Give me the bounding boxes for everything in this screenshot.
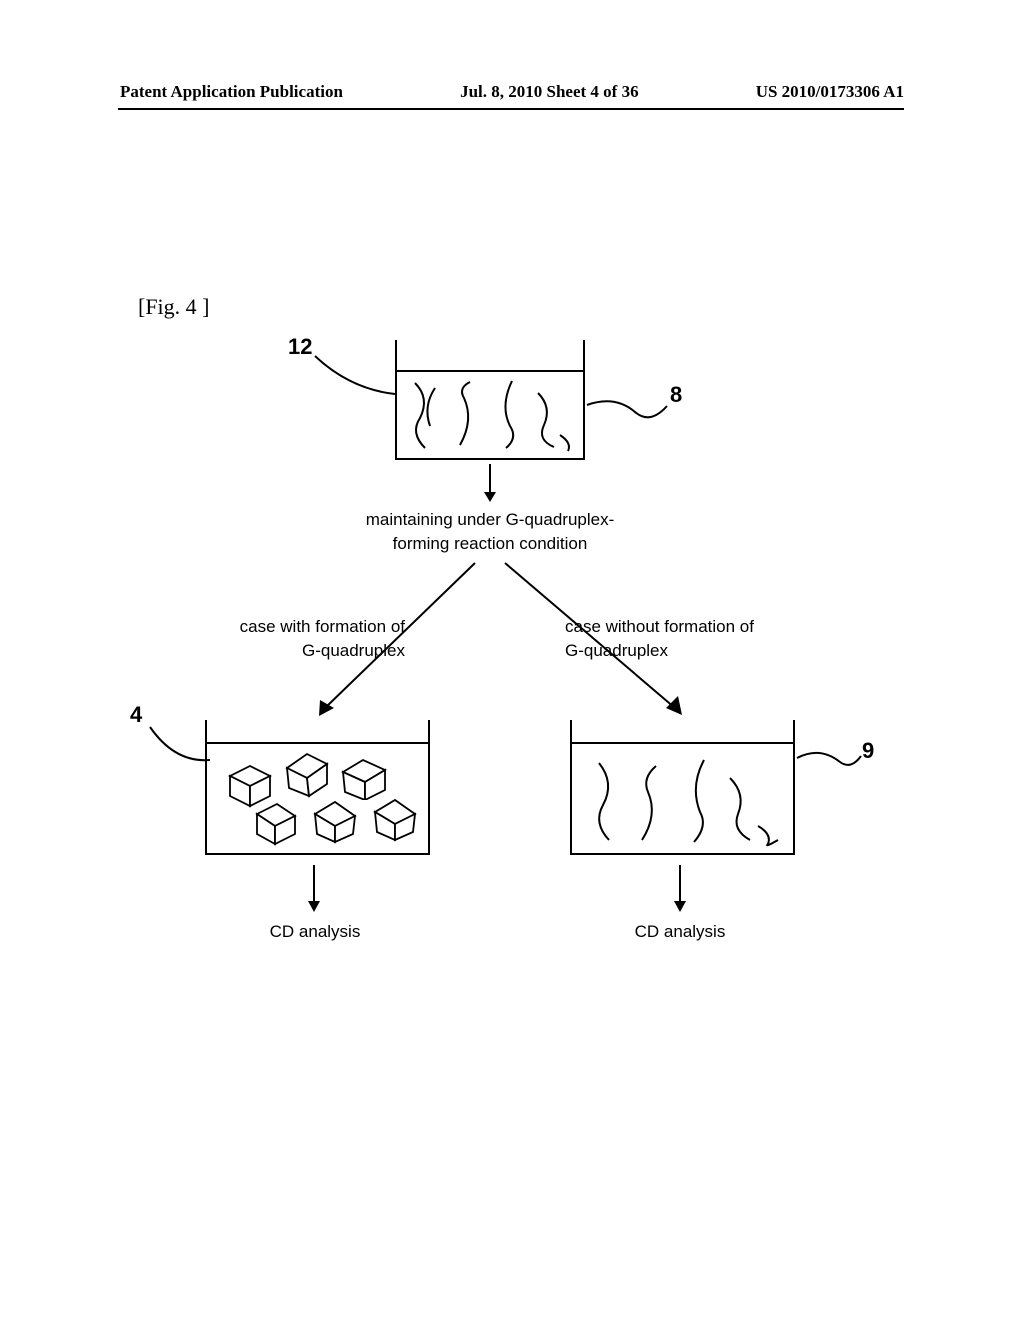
reference-number: 4 (130, 702, 142, 728)
dna-strand-icon (492, 376, 532, 454)
liquid-line (572, 742, 793, 744)
dna-strand-icon (724, 768, 786, 850)
dna-strand-icon (587, 755, 632, 847)
dna-strand-icon (532, 385, 582, 455)
lead-line (795, 748, 865, 778)
header-center: Jul. 8, 2010 Sheet 4 of 36 (460, 82, 639, 102)
beaker-left (205, 720, 430, 855)
lead-line (585, 400, 670, 430)
reference-number: 12 (288, 334, 312, 360)
case-left-text: case with formation of G-quadruplex (195, 615, 405, 663)
quadruplex-cube-icon (277, 748, 332, 798)
quadruplex-cube-icon (307, 794, 362, 844)
arrow-down-icon (482, 464, 498, 504)
dna-strand-icon (452, 380, 492, 455)
arrow-down-icon (672, 865, 688, 915)
lead-line (145, 725, 215, 775)
dna-strand-icon (634, 760, 679, 848)
maintain-text: maintaining under G-quadruplex- forming … (340, 508, 640, 556)
header-rule (118, 108, 904, 110)
liquid-line (207, 742, 428, 744)
header-right: US 2010/0173306 A1 (756, 82, 904, 102)
case-right-text: case without formation of G-quadruplex (565, 615, 795, 663)
dna-strand-icon (405, 378, 447, 453)
figure-label: [Fig. 4 ] (138, 294, 210, 320)
dna-strand-icon (680, 754, 725, 848)
reference-number: 8 (670, 382, 682, 408)
cd-analysis-left: CD analysis (255, 920, 375, 944)
arrow-down-icon (306, 865, 322, 915)
liquid-line (397, 370, 583, 372)
quadruplex-cube-icon (367, 790, 422, 845)
header-left: Patent Application Publication (120, 82, 343, 102)
beaker-right (570, 720, 795, 855)
cd-analysis-right: CD analysis (620, 920, 740, 944)
lead-line (310, 354, 400, 414)
page-header: Patent Application Publication Jul. 8, 2… (0, 82, 1024, 102)
quadruplex-cube-icon (247, 798, 302, 848)
beaker-top (395, 340, 585, 460)
